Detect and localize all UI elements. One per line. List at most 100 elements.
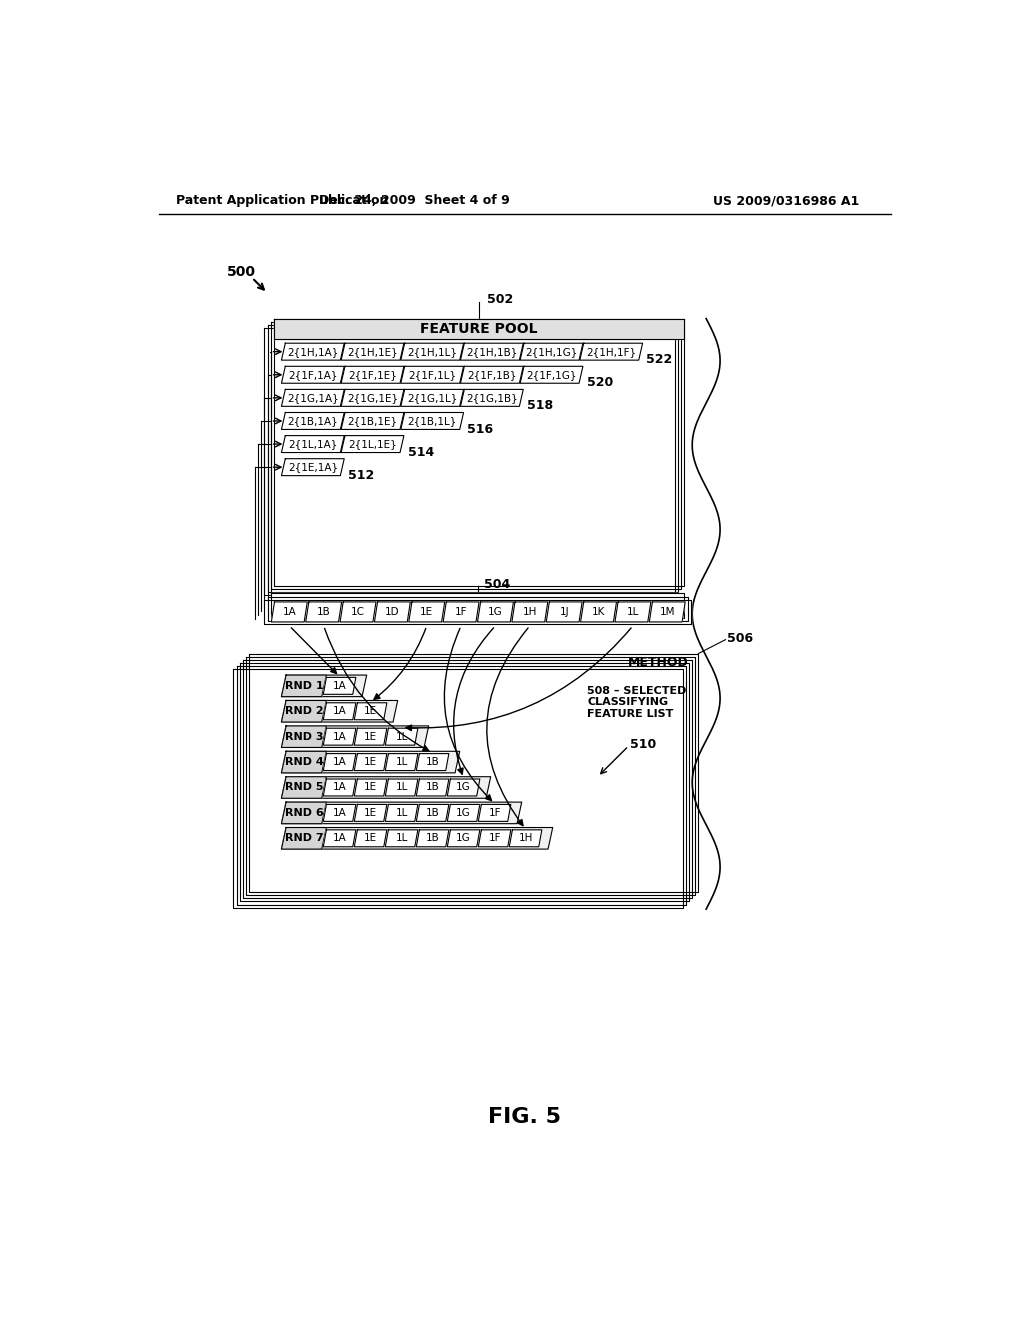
Polygon shape: [341, 343, 403, 360]
Text: 2{1F,1G}: 2{1F,1G}: [526, 370, 577, 380]
Text: 1K: 1K: [592, 607, 605, 616]
Polygon shape: [375, 602, 411, 622]
Text: 1E: 1E: [364, 731, 377, 742]
Polygon shape: [267, 597, 687, 622]
Text: RND 4: RND 4: [285, 758, 324, 767]
Polygon shape: [282, 828, 327, 849]
Polygon shape: [324, 804, 356, 821]
Polygon shape: [478, 804, 511, 821]
Text: 1F: 1F: [488, 808, 501, 818]
Polygon shape: [447, 779, 480, 796]
Text: 1E: 1E: [364, 783, 377, 792]
Polygon shape: [509, 830, 542, 847]
Polygon shape: [264, 599, 690, 624]
Polygon shape: [282, 389, 344, 407]
Text: 502: 502: [486, 293, 513, 306]
Polygon shape: [282, 675, 367, 697]
Text: 2{1L,1E}: 2{1L,1E}: [348, 440, 397, 449]
Polygon shape: [324, 702, 356, 719]
Polygon shape: [385, 804, 418, 821]
Polygon shape: [512, 602, 548, 622]
Text: Dec. 24, 2009  Sheet 4 of 9: Dec. 24, 2009 Sheet 4 of 9: [319, 194, 510, 207]
Polygon shape: [282, 726, 429, 747]
Text: 2{1F,1A}: 2{1F,1A}: [288, 370, 338, 380]
Polygon shape: [324, 830, 356, 847]
Polygon shape: [270, 594, 684, 618]
Text: 1L: 1L: [395, 808, 408, 818]
Text: 2{1F,1L}: 2{1F,1L}: [409, 370, 457, 380]
Text: RND 6: RND 6: [285, 808, 324, 818]
Text: 1E: 1E: [420, 607, 433, 616]
Text: 1G: 1G: [457, 783, 471, 792]
Text: 512: 512: [348, 469, 375, 482]
Text: 504: 504: [483, 578, 510, 591]
Polygon shape: [282, 726, 327, 747]
Text: 1L: 1L: [627, 607, 639, 616]
Polygon shape: [282, 828, 553, 849]
Polygon shape: [615, 602, 651, 622]
Polygon shape: [546, 602, 583, 622]
Polygon shape: [282, 751, 460, 774]
Text: 2{1E,1A}: 2{1E,1A}: [288, 462, 338, 473]
Text: 508 – SELECTED
CLASSIFYING
FEATURE LIST: 508 – SELECTED CLASSIFYING FEATURE LIST: [588, 686, 687, 719]
FancyArrowPatch shape: [486, 628, 528, 825]
Text: 2{1H,1F}: 2{1H,1F}: [586, 347, 636, 356]
Polygon shape: [461, 367, 523, 383]
FancyArrowPatch shape: [444, 628, 492, 801]
Text: 2{1H,1B}: 2{1H,1B}: [466, 347, 517, 356]
Polygon shape: [385, 779, 418, 796]
Text: 1C: 1C: [351, 607, 365, 616]
Polygon shape: [400, 389, 464, 407]
Text: 1E: 1E: [364, 833, 377, 843]
Text: 1A: 1A: [333, 681, 346, 690]
Polygon shape: [324, 729, 356, 744]
Text: 2{1G,1A}: 2{1G,1A}: [287, 393, 339, 403]
Text: 1B: 1B: [426, 783, 439, 792]
Polygon shape: [249, 653, 698, 892]
Text: 2{1B,1L}: 2{1B,1L}: [408, 416, 457, 426]
Text: 2{1H,1E}: 2{1H,1E}: [347, 347, 398, 356]
Polygon shape: [581, 602, 616, 622]
Polygon shape: [267, 325, 678, 591]
Text: 522: 522: [646, 354, 673, 366]
Text: 2{1G,1E}: 2{1G,1E}: [347, 393, 398, 403]
Text: 2{1B,1A}: 2{1B,1A}: [288, 416, 338, 426]
Text: 1H: 1H: [518, 833, 532, 843]
Polygon shape: [282, 436, 344, 453]
Text: 1B: 1B: [426, 758, 439, 767]
Text: 1A: 1A: [333, 808, 346, 818]
Text: RND 7: RND 7: [285, 833, 324, 843]
Text: 1L: 1L: [395, 758, 408, 767]
Polygon shape: [461, 343, 523, 360]
Text: 1A: 1A: [333, 783, 346, 792]
Text: 2{1L,1A}: 2{1L,1A}: [288, 440, 338, 449]
Text: 1B: 1B: [426, 808, 439, 818]
Polygon shape: [341, 436, 403, 453]
Text: 520: 520: [587, 376, 613, 389]
Polygon shape: [649, 602, 685, 622]
Polygon shape: [341, 367, 403, 383]
Text: 1J: 1J: [559, 607, 569, 616]
Polygon shape: [240, 663, 689, 902]
Polygon shape: [341, 412, 403, 429]
Text: 518: 518: [527, 400, 553, 412]
Polygon shape: [282, 343, 344, 360]
Polygon shape: [273, 318, 684, 586]
Text: 2{1H,1L}: 2{1H,1L}: [408, 347, 457, 356]
Text: FIG. 5: FIG. 5: [488, 1107, 561, 1127]
Polygon shape: [443, 602, 479, 622]
FancyArrowPatch shape: [454, 628, 494, 774]
Text: 1G: 1G: [457, 833, 471, 843]
Text: 1H: 1H: [522, 607, 537, 616]
Polygon shape: [385, 754, 418, 771]
Text: 1E: 1E: [364, 758, 377, 767]
Text: 1G: 1G: [457, 808, 471, 818]
Text: 516: 516: [467, 422, 494, 436]
Text: 1F: 1F: [488, 833, 501, 843]
Polygon shape: [354, 729, 387, 744]
FancyArrowPatch shape: [374, 628, 426, 700]
Text: US 2009/0316986 A1: US 2009/0316986 A1: [713, 194, 859, 207]
Text: 1L: 1L: [395, 731, 408, 742]
Text: 1F: 1F: [455, 607, 467, 616]
Text: 1A: 1A: [283, 607, 296, 616]
